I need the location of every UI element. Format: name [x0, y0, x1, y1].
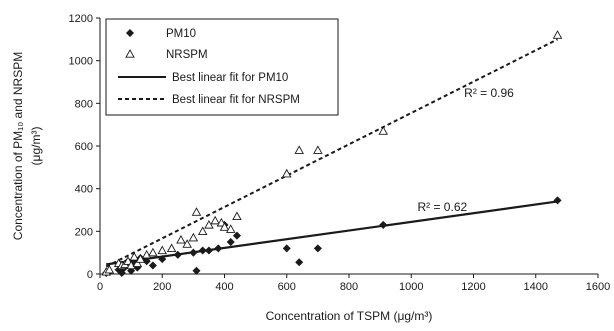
y-tick-label: 1000: [69, 56, 93, 68]
pm10-point: [189, 248, 198, 257]
nrspm-point: [225, 224, 236, 233]
nrspm-point: [188, 232, 199, 242]
x-tick-label: 1400: [524, 281, 548, 293]
x-tick-label: 200: [153, 281, 171, 293]
x-tick-label: 800: [340, 281, 358, 293]
pm10-fit-line: [106, 200, 558, 266]
nrspm-point: [166, 243, 177, 253]
pm10-point: [148, 261, 157, 270]
pm10-point: [192, 266, 201, 275]
pm10-point: [142, 257, 151, 266]
x-tick-label: 1600: [586, 281, 610, 293]
pm10-point: [313, 244, 322, 253]
x-tick-label: 400: [215, 281, 233, 293]
y-axis-title-line1: Concentration of PM₁₀ and NRSPM: [11, 52, 25, 240]
x-tick-label: 600: [278, 281, 296, 293]
pm10-point: [214, 244, 223, 253]
nrspm-fit-line: [105, 38, 558, 268]
legend-label: PM10: [166, 28, 196, 40]
nrspm-point: [219, 222, 230, 231]
x-tick-label: 1000: [399, 281, 423, 293]
plot-area: 0 200 400 600 800 1000 1200 1400 1600 0 200 400 600…: [69, 13, 611, 293]
nrspm-point: [135, 254, 146, 263]
pm10-point: [553, 196, 562, 205]
y-tick-label: 0: [87, 269, 93, 281]
legend-nrspm-marker: [125, 49, 135, 58]
nrspm-point: [378, 126, 389, 135]
x-ticks: 0 200 400 600 800 1000 1200 1400 1600: [97, 274, 610, 293]
x-tick-label: 1200: [461, 281, 485, 293]
y-ticks: 0 200 400 600 800 1000 1200: [69, 13, 100, 281]
nrspm-point: [313, 145, 323, 154]
legend-item: Best linear fit for NRSPM: [118, 94, 300, 106]
nrspm-point: [182, 239, 192, 248]
y-axis-title-unit: (μg/m³): [29, 127, 43, 166]
y-axis-title: Concentration of PM₁₀ and NRSPM (μg/m³): [11, 52, 43, 240]
legend: PM10 NRSPM Best linear fit for PM10 Best li…: [105, 18, 339, 116]
nrspm-r2-label: R² = 0.96: [464, 86, 514, 100]
markers: [101, 30, 563, 277]
pm10-point: [232, 231, 241, 240]
nrspm-point: [129, 252, 140, 261]
legend-item: Best linear fit for PM10: [118, 72, 288, 84]
x-axis-title: Concentration of TSPM (μg/m³): [266, 309, 433, 323]
legend-pm10-marker: [125, 28, 135, 38]
legend-items: PM10 NRSPM Best linear fit for PM10 Best li…: [118, 28, 300, 106]
nrspm-point: [232, 211, 242, 221]
nrspm-point: [210, 215, 220, 225]
legend-label: NRSPM: [166, 49, 208, 61]
nrspm-point: [104, 264, 115, 274]
pm10-point: [282, 244, 291, 253]
pm10-point: [295, 258, 304, 267]
nrspm-point: [281, 168, 292, 178]
nrspm-point: [197, 226, 208, 235]
nrspm-point: [552, 30, 563, 39]
legend-item: PM10: [125, 28, 196, 40]
y-tick-label: 800: [75, 98, 93, 110]
annotations: R² = 0.62 R² = 0.96: [417, 86, 514, 214]
y-tick-label: 400: [75, 184, 93, 196]
legend-item: NRSPM: [125, 49, 208, 61]
pm10-point: [198, 246, 207, 255]
fit-lines: [105, 38, 558, 268]
pm10-point: [204, 246, 213, 255]
pm10-point: [379, 220, 388, 229]
nrspm-point: [148, 247, 158, 257]
pm10-point: [173, 250, 182, 259]
pm10-r2-label: R² = 0.62: [417, 200, 467, 214]
y-tick-label: 200: [75, 226, 93, 238]
pm10-point: [226, 237, 235, 247]
nrspm-point: [176, 234, 186, 244]
nrspm-point: [157, 245, 168, 255]
legend-label: Best linear fit for PM10: [172, 72, 288, 84]
legend-label: Best linear fit for NRSPM: [172, 94, 300, 106]
nrspm-point: [294, 145, 304, 154]
y-tick-label: 1200: [69, 13, 93, 25]
nrspm-point: [204, 220, 214, 229]
nrspm-point: [132, 258, 143, 267]
x-tick-label: 0: [97, 281, 103, 293]
y-tick-label: 600: [75, 141, 93, 153]
pm10-point: [158, 255, 167, 264]
nrspm-point: [191, 207, 202, 216]
legend-box: [105, 18, 339, 116]
